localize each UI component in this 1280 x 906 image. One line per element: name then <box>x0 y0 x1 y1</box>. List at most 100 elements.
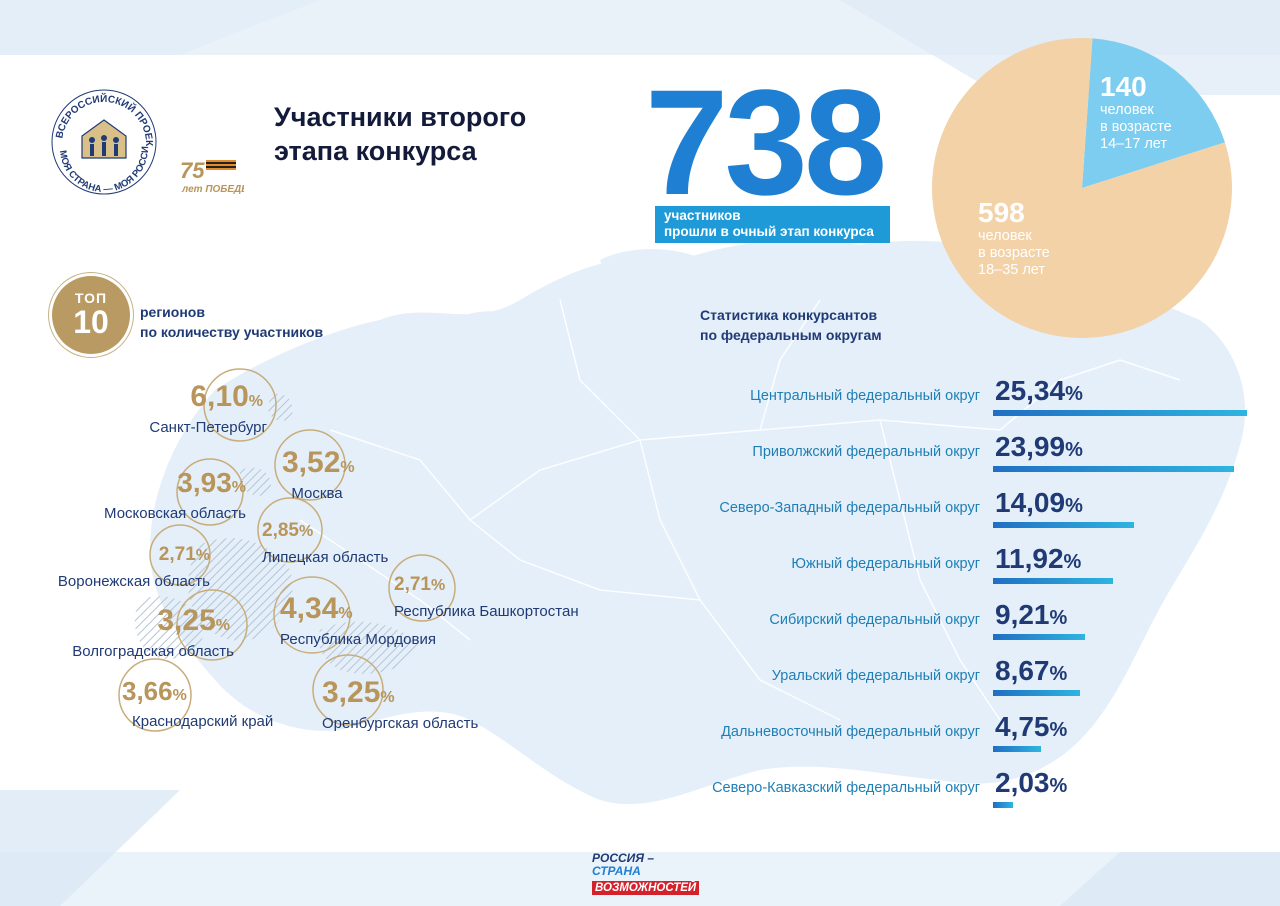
region-value: 2,85 <box>262 520 299 541</box>
region-callout: 2,85% Липецкая область <box>262 514 422 567</box>
district-bar <box>993 578 1113 584</box>
district-label: Северо-Кавказский федеральный округ <box>712 780 980 796</box>
region-unit: % <box>215 617 230 634</box>
region-name: Липецкая область <box>262 549 389 566</box>
district-value-number: 8,67 <box>995 655 1050 686</box>
page-title: Участники второго этапа конкурса <box>274 102 527 166</box>
region-name: Республика Башкортостан <box>394 603 579 620</box>
age-adult-line1: человек <box>978 228 1032 244</box>
district-value-unit: % <box>1049 719 1068 741</box>
total-caption: участников прошли в очный этап конкурса <box>655 206 890 243</box>
district-row: Уральский федеральный округ 8,67% <box>620 655 1260 696</box>
pie-slice-adult <box>932 38 1233 339</box>
top10-badge-label: ТОП <box>74 290 108 306</box>
top10-badge-number: 10 <box>73 304 109 340</box>
district-value: 4,75% <box>995 711 1067 743</box>
district-bar <box>993 634 1085 640</box>
region-callout: 3,25% Оренбургская область <box>322 676 522 733</box>
age-group-adult: 598 человек в возрасте 18–35 лет <box>978 198 1050 279</box>
age-teen-line3: 14–17 лет <box>1100 136 1168 152</box>
region-name: Оренбургская область <box>322 715 479 732</box>
top10-caption-line1: регионов <box>140 304 205 320</box>
district-row: Северо-Западный федеральный округ 14,09% <box>620 487 1260 528</box>
district-value-unit: % <box>1065 383 1083 405</box>
region-unit: % <box>231 479 246 496</box>
region-name: Краснодарский край <box>132 713 274 730</box>
project-logo: ВСЕРОССИЙСКИЙ ПРОЕКТ МОЯ СТРАНА — МОЯ РО… <box>41 76 253 204</box>
region-value: 3,93 <box>177 467 232 498</box>
district-value-unit: % <box>1063 551 1082 573</box>
region-callout: 2,71% Республика Башкортостан <box>394 568 624 621</box>
district-row: Сибирский федеральный округ 9,21% <box>620 599 1260 640</box>
project-emblem-icon: ВСЕРОССИЙСКИЙ ПРОЕКТ МОЯ СТРАНА — МОЯ РО… <box>41 76 253 195</box>
region-callout: 3,52% Москва <box>282 446 355 503</box>
district-value: 14,09% <box>995 487 1083 519</box>
region-callout: 3,93% Московская область <box>80 466 246 523</box>
district-label: Сибирский федеральный округ <box>769 612 980 628</box>
region-name: Санкт-Петербург <box>149 419 267 436</box>
region-unit: % <box>195 547 210 564</box>
region-name: Волгоградская область <box>72 643 234 660</box>
region-callout: 4,34% Республика Мордовия <box>280 592 480 649</box>
district-value: 23,99% <box>995 431 1083 463</box>
district-row: Северо-Кавказский федеральный округ 2,03% <box>620 767 1260 808</box>
svg-text:75: 75 <box>180 158 205 183</box>
district-value-number: 11,92 <box>995 543 1064 574</box>
region-value: 3,25 <box>322 676 381 709</box>
region-value: 2,71 <box>158 544 196 565</box>
age-teen-line2: в возрасте <box>1100 119 1172 135</box>
region-value: 3,52 <box>282 446 341 479</box>
region-value: 3,25 <box>157 604 216 637</box>
region-unit: % <box>248 393 263 410</box>
district-value-number: 2,03 <box>995 767 1050 798</box>
top10-caption: регионов по количеству участников <box>140 302 323 342</box>
district-bar <box>993 802 1013 808</box>
district-row: Центральный федеральный округ 25,34% <box>620 375 1260 416</box>
age-teen-value: 140 <box>1100 71 1147 102</box>
district-label: Приволжский федеральный округ <box>752 444 980 460</box>
district-value-unit: % <box>1049 663 1068 685</box>
region-unit: % <box>380 689 395 706</box>
total-caption-line2: прошли в очный этап конкурса <box>664 224 874 239</box>
region-callout: 2,71% Воронежская область <box>32 538 210 591</box>
districts-caption-line1: Статистика конкурсантов <box>700 307 878 323</box>
districts-caption: Статистика конкурсантов по федеральным о… <box>700 305 882 345</box>
footer-logo-line3: ВОЗМОЖНОСТЕЙ <box>592 881 700 895</box>
region-unit: % <box>298 523 314 540</box>
districts-caption-line2: по федеральным округам <box>700 327 882 343</box>
district-label: Северо-Западный федеральный округ <box>719 500 980 516</box>
district-value: 11,92% <box>995 543 1081 575</box>
top10-caption-line2: по количеству участников <box>140 324 324 340</box>
district-value: 25,34% <box>995 375 1083 407</box>
region-unit: % <box>430 577 446 594</box>
district-label: Уральский федеральный округ <box>771 668 980 684</box>
region-callout: 3,25% Волгоградская область <box>44 604 234 661</box>
region-value: 6,10 <box>190 380 249 413</box>
district-row: Южный федеральный округ 11,92% <box>620 543 1260 584</box>
district-bar <box>993 466 1234 472</box>
region-name: Московская область <box>104 505 246 522</box>
district-value-unit: % <box>1065 439 1083 461</box>
region-unit: % <box>172 687 187 704</box>
footer-logo: РОССИЯ – СТРАНА ВОЗМОЖНОСТЕЙ <box>592 852 702 896</box>
top10-badge: ТОП 10 <box>52 276 130 354</box>
age-teen-line1: человек <box>1100 102 1154 118</box>
age-group-teen: 140 человек в возрасте 14–17 лет <box>1100 72 1172 153</box>
region-callout: 3,66% Краснодарский край <box>122 674 312 731</box>
district-value-number: 14,09 <box>995 487 1066 518</box>
district-label: Дальневосточный федеральный округ <box>721 724 980 740</box>
region-callout: 6,10% Санкт-Петербург <box>125 380 267 437</box>
district-value: 2,03% <box>995 767 1067 799</box>
region-unit: % <box>340 459 355 476</box>
district-value-unit: % <box>1049 607 1068 629</box>
age-adult-value: 598 <box>978 197 1025 228</box>
region-name: Москва <box>291 485 343 502</box>
district-value-number: 9,21 <box>995 599 1050 630</box>
district-bar <box>993 690 1080 696</box>
footer-logo-line1: РОССИЯ – <box>592 851 655 865</box>
region-value: 4,34 <box>280 592 339 625</box>
district-value-number: 25,34 <box>995 375 1066 406</box>
district-label: Южный федеральный округ <box>791 556 980 572</box>
